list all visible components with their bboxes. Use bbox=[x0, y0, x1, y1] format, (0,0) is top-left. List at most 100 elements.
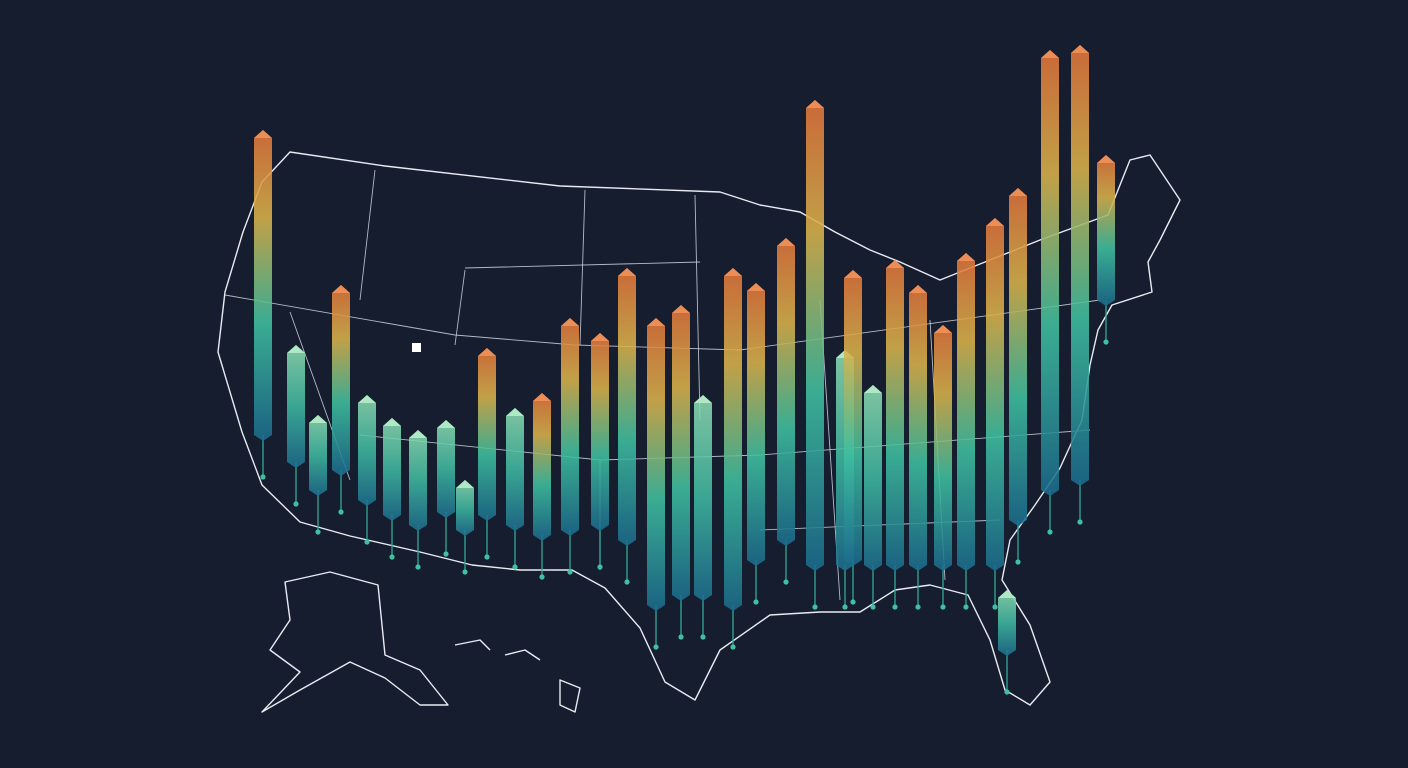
stem-dot bbox=[624, 579, 630, 585]
stem-dot bbox=[293, 501, 299, 507]
stem-dot bbox=[260, 474, 266, 480]
stem-dot bbox=[653, 644, 659, 650]
stem-dot bbox=[842, 604, 848, 610]
bar bbox=[506, 408, 524, 531]
bar-cap bbox=[844, 270, 862, 278]
bar-cap bbox=[506, 408, 524, 416]
bar-cap bbox=[909, 285, 927, 293]
bar bbox=[309, 415, 327, 496]
bar bbox=[934, 325, 952, 571]
bar-cap bbox=[864, 385, 882, 393]
bar-cap bbox=[957, 253, 975, 261]
bar bbox=[561, 318, 579, 536]
stem-dot bbox=[940, 604, 946, 610]
stem-dot bbox=[963, 604, 969, 610]
state-border bbox=[289, 169, 701, 481]
bar bbox=[886, 260, 904, 571]
stem-dot bbox=[415, 564, 421, 570]
stem-dot bbox=[1047, 529, 1053, 535]
bar-cap bbox=[409, 430, 427, 438]
bar-cap bbox=[533, 393, 551, 401]
stem-dot bbox=[753, 599, 759, 605]
stem-dot bbox=[364, 539, 370, 545]
bar-cap bbox=[1097, 155, 1115, 163]
stem-dot bbox=[512, 564, 518, 570]
stem-dot bbox=[678, 634, 684, 640]
bars bbox=[254, 45, 1115, 695]
bar bbox=[358, 395, 376, 506]
stem-dot bbox=[915, 604, 921, 610]
bar-cap bbox=[254, 130, 272, 138]
bar bbox=[909, 285, 927, 571]
stem-dot bbox=[1015, 559, 1021, 565]
bar bbox=[844, 270, 862, 566]
bar-cap bbox=[986, 218, 1004, 226]
bar-cap bbox=[618, 268, 636, 276]
stem-dot bbox=[812, 604, 818, 610]
stem-dot bbox=[992, 604, 998, 610]
bar bbox=[1071, 45, 1089, 486]
bar-cap bbox=[998, 590, 1016, 598]
bar bbox=[864, 385, 882, 571]
bar-cap bbox=[694, 395, 712, 403]
bar bbox=[806, 100, 824, 571]
stem-dot bbox=[892, 604, 898, 610]
bar bbox=[533, 393, 551, 541]
stem-dot bbox=[870, 604, 876, 610]
bar-cap bbox=[747, 283, 765, 291]
bar-cap bbox=[591, 333, 609, 341]
us-outline bbox=[217, 151, 1181, 706]
bar-cap bbox=[1041, 50, 1059, 58]
bar bbox=[647, 318, 665, 611]
bar bbox=[747, 283, 765, 566]
bar-cap bbox=[309, 415, 327, 423]
stem-dot bbox=[338, 509, 344, 515]
bar-cap bbox=[456, 480, 474, 488]
stem-dot bbox=[730, 644, 736, 650]
alaska-outline bbox=[261, 571, 449, 713]
map-outline bbox=[217, 151, 1181, 713]
bar-cap bbox=[561, 318, 579, 326]
bar-cap bbox=[383, 418, 401, 426]
stem-dot bbox=[484, 554, 490, 560]
bar bbox=[777, 238, 795, 546]
stem-dot bbox=[567, 569, 573, 575]
bar bbox=[287, 345, 305, 468]
bar bbox=[672, 305, 690, 601]
bar bbox=[986, 218, 1004, 571]
stem-dot bbox=[443, 551, 449, 557]
bar bbox=[591, 333, 609, 531]
bar-cap bbox=[934, 325, 952, 333]
bar bbox=[409, 430, 427, 531]
bar-cap bbox=[724, 268, 742, 276]
bar-cap bbox=[647, 318, 665, 326]
bar-cap bbox=[478, 348, 496, 356]
stem-dot bbox=[315, 529, 321, 535]
bar-cap bbox=[358, 395, 376, 403]
bar-cap bbox=[886, 260, 904, 268]
stem-dot bbox=[850, 599, 856, 605]
bar-cap bbox=[1071, 45, 1089, 53]
stem-dot bbox=[462, 569, 468, 575]
bar bbox=[383, 418, 401, 521]
bar bbox=[998, 590, 1016, 656]
marker bbox=[412, 343, 421, 352]
bar bbox=[618, 268, 636, 546]
stem-dot bbox=[597, 564, 603, 570]
stem-dot bbox=[539, 574, 545, 580]
bar-cap bbox=[287, 345, 305, 353]
bar bbox=[456, 480, 474, 536]
stem-dot bbox=[389, 554, 395, 560]
bar bbox=[1009, 188, 1027, 526]
bar-cap bbox=[437, 420, 455, 428]
bar bbox=[1041, 50, 1059, 496]
stem-dot bbox=[1004, 689, 1010, 695]
bar-cap bbox=[806, 100, 824, 108]
bar bbox=[332, 285, 350, 476]
bar bbox=[694, 395, 712, 601]
stem-dot bbox=[783, 579, 789, 585]
stem-dot bbox=[1103, 339, 1109, 345]
